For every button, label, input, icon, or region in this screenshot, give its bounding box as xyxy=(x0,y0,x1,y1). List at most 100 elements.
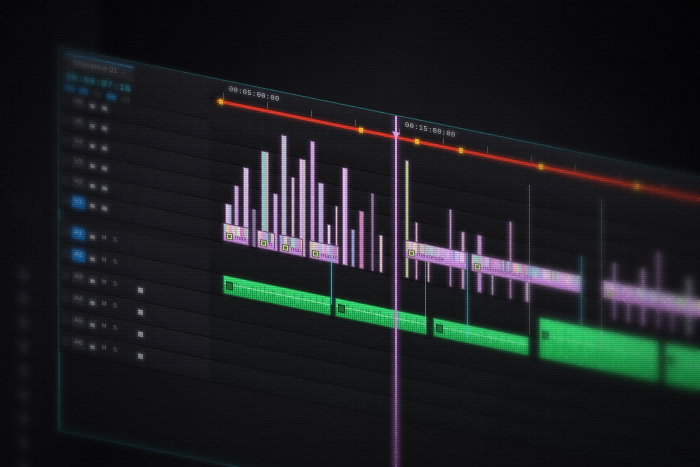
lock-icon[interactable] xyxy=(62,248,69,258)
meter-icon[interactable] xyxy=(136,306,145,318)
track-header-column[interactable]: V6 V5 V4 V3 V2 V1 A1 M S A2 M S A3 M S A4 M S A5 M S A6 M S xyxy=(59,89,209,461)
solo-button-a4[interactable]: S xyxy=(112,303,117,311)
audio-file-icon xyxy=(668,355,675,366)
track-target-a3[interactable]: A3 xyxy=(72,270,85,285)
video-clip[interactable] xyxy=(379,234,383,274)
meter-icon[interactable] xyxy=(136,350,145,362)
playhead[interactable] xyxy=(395,115,397,467)
lock-icon[interactable] xyxy=(62,135,69,145)
audio-file-icon xyxy=(338,304,345,314)
eye-icon[interactable] xyxy=(88,160,97,171)
track-target-v3[interactable]: V3 xyxy=(72,155,85,170)
mute-button-a6[interactable]: M xyxy=(101,344,107,352)
mute-button-a1[interactable]: M xyxy=(101,234,107,242)
solo-button-a5[interactable]: S xyxy=(112,325,117,333)
mute-button-a2[interactable]: M xyxy=(101,256,107,264)
clip-file-icon xyxy=(312,249,319,259)
speaker-icon[interactable] xyxy=(88,275,97,286)
video-clip[interactable] xyxy=(252,208,256,248)
track-output-icon[interactable] xyxy=(100,142,109,154)
lock-icon[interactable] xyxy=(62,195,69,205)
eye-icon[interactable] xyxy=(88,100,97,111)
mute-button-a3[interactable]: M xyxy=(101,278,107,286)
track-target-v1[interactable]: V1 xyxy=(72,195,85,210)
audio-clip-label xyxy=(668,355,675,366)
mute-button-a5[interactable]: M xyxy=(101,322,107,330)
solo-button-a6[interactable]: S xyxy=(112,347,117,355)
speaker-icon[interactable] xyxy=(88,319,97,330)
lock-icon[interactable] xyxy=(62,155,69,165)
timeline-clip-area[interactable]: max maxr maxre maxres maxresde maxresdefault.… xyxy=(209,101,700,467)
audio-clip-label xyxy=(338,304,345,314)
solo-button-a2[interactable]: S xyxy=(112,259,117,267)
track-target-a2[interactable]: A2 xyxy=(72,248,85,263)
close-icon[interactable]: × xyxy=(121,68,126,77)
audio-clip-label xyxy=(226,281,233,291)
clip-filename: max xyxy=(235,234,247,243)
clip-filename: maxr xyxy=(269,241,273,250)
lock-icon[interactable] xyxy=(62,175,69,185)
track-target-v5[interactable]: V5 xyxy=(72,115,85,130)
background-list-items xyxy=(18,268,36,467)
clip-boundary-marker xyxy=(581,255,582,326)
solo-button-a1[interactable]: S xyxy=(112,237,117,245)
clip-thumbnail-strip xyxy=(372,193,373,271)
track-target-a4[interactable]: A4 xyxy=(72,292,85,307)
audio-file-icon xyxy=(542,330,549,340)
eye-icon[interactable] xyxy=(88,180,97,191)
eye-icon[interactable] xyxy=(88,200,97,211)
speaker-icon[interactable] xyxy=(88,253,97,264)
timeline-panel[interactable]: Sequence 01 × 00:04:07:16 00:05:00:00 00… xyxy=(58,46,700,467)
clip-thumbnail-strip xyxy=(253,209,255,247)
speaker-icon[interactable] xyxy=(88,341,97,352)
track-target-v6[interactable]: V6 xyxy=(72,95,85,110)
track-target-a5[interactable]: A5 xyxy=(72,314,85,329)
lock-icon[interactable] xyxy=(62,336,69,346)
video-clip[interactable] xyxy=(342,166,348,267)
clip-thumbnail-strip xyxy=(380,235,382,272)
track-output-icon[interactable] xyxy=(100,102,109,114)
ruler-label-0: 00:05:00:00 xyxy=(229,85,280,105)
track-target-v4[interactable]: V4 xyxy=(72,135,85,150)
audio-file-icon xyxy=(436,323,443,334)
video-clip[interactable] xyxy=(359,210,364,270)
speaker-icon[interactable] xyxy=(88,297,97,308)
clip-filename: maxre xyxy=(291,245,301,256)
clip-boundary-marker xyxy=(529,184,530,336)
lock-icon[interactable] xyxy=(62,292,69,302)
clip-file-icon xyxy=(226,232,233,241)
video-clip[interactable] xyxy=(351,228,355,268)
clip-thumbnail-strip xyxy=(343,167,347,265)
lock-icon[interactable] xyxy=(62,314,69,324)
clip-boundary-marker xyxy=(331,244,332,305)
audio-clip-label xyxy=(436,323,443,334)
meter-icon[interactable] xyxy=(136,284,145,296)
clip-file-icon xyxy=(260,239,267,248)
track-target-v2[interactable]: V2 xyxy=(72,175,85,190)
track-output-icon[interactable] xyxy=(100,182,109,194)
lock-icon[interactable] xyxy=(62,95,69,105)
eye-icon[interactable] xyxy=(88,120,97,131)
monitor-screen-plane: Sequence 01 × 00:04:07:16 00:05:00:00 00… xyxy=(58,0,700,467)
meter-icon[interactable] xyxy=(136,328,145,340)
video-clip-2[interactable]: maxr xyxy=(257,229,275,252)
mute-button-a4[interactable]: M xyxy=(101,300,107,308)
lock-icon[interactable] xyxy=(62,270,69,280)
clip-file-icon xyxy=(606,289,613,298)
video-clip[interactable] xyxy=(371,192,374,272)
track-target-a6[interactable]: A6 xyxy=(72,336,85,351)
lock-icon[interactable] xyxy=(62,115,69,125)
speaker-icon[interactable] xyxy=(88,231,97,242)
track-output-icon[interactable] xyxy=(100,122,109,134)
video-clip[interactable] xyxy=(405,159,409,279)
clip-thumbnail-strip xyxy=(406,160,408,278)
lock-icon[interactable] xyxy=(62,226,69,236)
track-output-icon[interactable] xyxy=(100,202,109,214)
clip-boundary-marker xyxy=(601,199,602,350)
solo-button-a3[interactable]: S xyxy=(112,281,117,289)
clip-label: maxr xyxy=(259,238,273,250)
track-target-a1[interactable]: A1 xyxy=(72,226,85,241)
eye-icon[interactable] xyxy=(88,140,97,151)
track-output-icon[interactable] xyxy=(100,162,109,174)
